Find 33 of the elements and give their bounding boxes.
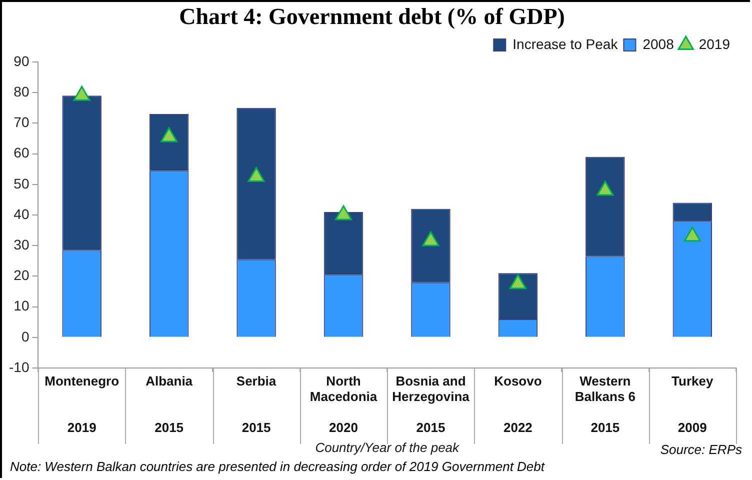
y-tick-label: 0 <box>21 328 30 344</box>
point <box>248 167 265 182</box>
y-tick-label: -10 <box>9 358 30 375</box>
chart-title: Chart 4: Government debt (% of GDP) <box>178 4 566 30</box>
category-label: Bosnia and Herzegovina 2015 <box>392 373 470 436</box>
x-axis-title: Country/Year of the peak <box>315 440 461 455</box>
legend-label: 2008 <box>642 36 674 52</box>
y-tick-label: 30 <box>14 236 30 252</box>
category-label: Serbia 2015 <box>236 373 276 436</box>
legend-label: 2019 <box>698 36 730 52</box>
y-tick-label: 80 <box>14 83 30 100</box>
point <box>334 205 352 220</box>
point <box>73 86 90 101</box>
point <box>596 180 614 196</box>
y-tick-label: 90 <box>14 52 30 69</box>
category-label: Turkey 2009 <box>672 373 714 436</box>
category-label: Western Balkans 6 2015 <box>574 373 636 436</box>
y-tick-label: 40 <box>14 206 30 222</box>
text: Note: Western Balkan countries are presented in decreasing order of 2019 Government Debt <box>10 459 545 474</box>
point <box>684 226 701 242</box>
source-note: Source: ERPs <box>660 442 742 457</box>
category-label: North Macedonia 2020 <box>310 373 378 436</box>
y-tick-label: 20 <box>14 267 30 284</box>
category-label: Montenegro 2019 <box>44 373 120 436</box>
point <box>422 231 440 246</box>
y-tick-label: 70 <box>14 114 30 130</box>
category-label: Albania 2015 <box>146 373 193 436</box>
legend-label: Increase to Peak <box>512 36 619 52</box>
category-label: Kosovo 2022 <box>494 373 542 436</box>
point <box>509 274 526 290</box>
y-tick-label: 50 <box>14 175 30 192</box>
y-tick-label: 60 <box>14 144 30 161</box>
y-tick-label: 10 <box>14 298 30 314</box>
